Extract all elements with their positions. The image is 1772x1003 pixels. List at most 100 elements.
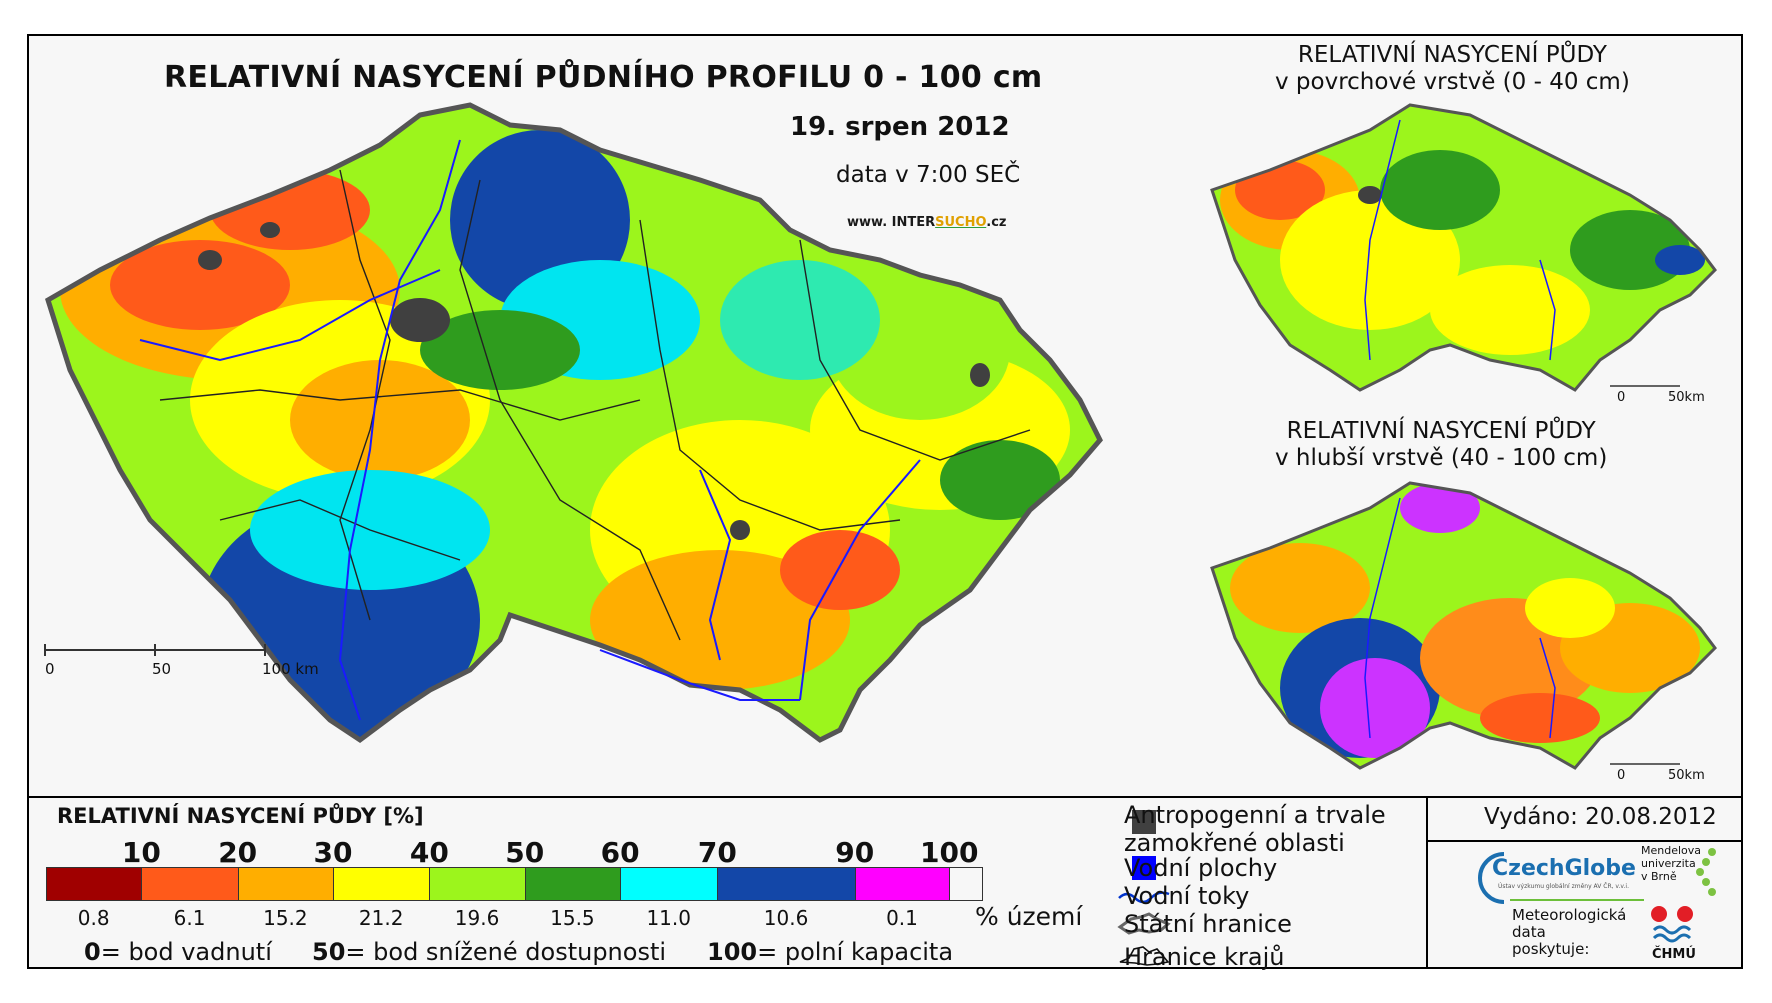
note-value: 100 <box>707 938 758 966</box>
top-inset-map <box>1210 103 1717 392</box>
top-inset-raster <box>1212 105 1715 390</box>
chmu-logo-icon <box>1651 906 1693 943</box>
note-reduced-availability: 50= bod snížené dostupnosti <box>312 938 666 966</box>
website-suffix: .cz <box>986 215 1007 230</box>
legend-title: RELATIVNÍ NASYCENÍ PŮDY [%] <box>57 804 424 828</box>
note-value: 50 <box>312 938 346 966</box>
rivers <box>139 139 921 721</box>
legend-break-label: 70 <box>697 836 737 869</box>
legend-swatch <box>334 868 431 900</box>
legend-break-label: 30 <box>313 836 353 869</box>
legend-break-label: 40 <box>409 836 449 869</box>
legend-swatch <box>718 868 856 900</box>
czechglobe-subtitle: Ústav výzkumu globální změny AV ČR, v.v.… <box>1498 883 1629 890</box>
mendel-line1: Mendelova <box>1641 844 1702 857</box>
issued-divider <box>1426 840 1743 842</box>
state-border <box>45 102 1103 744</box>
legend-percentage-label: 19.6 <box>454 906 500 930</box>
note-wilting-point: 0= bod vadnutí <box>84 938 272 966</box>
top-inset-title: RELATIVNÍ NASYCENÍ PŮDY v povrchové vrst… <box>1275 42 1630 96</box>
region-border-icon <box>1119 946 1170 966</box>
bottom-inset-title-line2: v hlubší vrstvě (40 - 100 cm) <box>1275 445 1608 471</box>
top-inset-scale-50: 50km <box>1668 390 1705 405</box>
bottom-inset-state-border <box>1210 481 1717 770</box>
anthropogenic-label: Antropogenní a trvale zamokřené oblasti <box>1124 801 1386 857</box>
soil-saturation-raster <box>48 105 1100 740</box>
water-bodies-swatch <box>1132 856 1156 880</box>
legend-swatch <box>855 868 951 900</box>
bottom-inset-map <box>1210 481 1717 770</box>
legend-percentage-label: 10.6 <box>763 906 809 930</box>
note-text: = bod vadnutí <box>100 938 272 966</box>
bottom-inset-title: RELATIVNÍ NASYCENÍ PŮDY v hlubší vrstvě … <box>1275 418 1607 472</box>
map-date: 19. srpen 2012 <box>790 112 1010 142</box>
top-inset-title-line1: RELATIVNÍ NASYCENÍ PŮDY <box>1297 42 1607 68</box>
legend-break-label: 60 <box>600 836 640 869</box>
bottom-inset-raster <box>1212 483 1715 768</box>
anthropogenic-swatch <box>1132 810 1156 834</box>
legend-break-label: 20 <box>218 836 258 869</box>
water-bodies-label: Vodní plochy <box>1124 854 1278 882</box>
page-title: RELATIVNÍ NASYCENÍ PŮDNÍHO PROFILU 0 - 1… <box>164 60 1043 95</box>
scale-label-0: 0 <box>45 660 55 678</box>
top-inset-title-line2: v povrchové vrstvě (0 - 40 cm) <box>1275 69 1630 95</box>
top-inset-scale-0: 0 <box>1617 390 1626 405</box>
legend-swatch <box>621 868 719 900</box>
bottom-inset-scale-50: 50km <box>1668 768 1705 783</box>
legend-swatch <box>238 868 335 900</box>
river-icon <box>1118 891 1170 904</box>
scale-label-100: 100 km <box>262 660 319 678</box>
legend-percentage-label: 21.2 <box>358 906 404 930</box>
state-border-icon <box>1117 912 1171 935</box>
legend-swatch <box>47 868 143 900</box>
website-prefix: www. INTER <box>847 215 936 230</box>
main-map <box>44 102 1103 744</box>
chmu-name: ČHMÚ <box>1652 947 1696 962</box>
legend-percentage-label: 6.1 <box>173 906 206 930</box>
meteo-data-text: Meteorologická data poskytuje: <box>1512 907 1626 958</box>
state-border-label: Státní hranice <box>1124 910 1292 938</box>
website-link[interactable]: www. INTERSUCHO.cz <box>847 215 1006 230</box>
legend-divider <box>27 796 1743 798</box>
czechglobe-name: CzechGlobe <box>1492 856 1636 881</box>
legend-break-label: 90 <box>835 836 875 869</box>
note-value: 0 <box>84 938 101 966</box>
mendel-line2: univerzita <box>1641 857 1696 870</box>
rivers-label: Vodní toky <box>1124 882 1250 910</box>
legend-percentage-label: 15.5 <box>550 906 595 930</box>
note-text: = polní kapacita <box>757 938 954 966</box>
note-field-capacity: 100= polní kapacita <box>707 938 953 966</box>
legend-break-label: 10 <box>121 836 161 869</box>
legend-percentage-label: 11.0 <box>646 906 691 930</box>
legend-swatch <box>525 868 622 900</box>
note-text: = bod snížené dostupnosti <box>345 938 667 966</box>
czechglobe-logo <box>1478 852 1644 904</box>
top-inset-rivers <box>1364 119 1556 361</box>
region-border-label: Hranice krajů <box>1124 943 1285 971</box>
mendel-logo-text: Mendelova univerzita v Brně <box>1641 844 1701 883</box>
anthropogenic-line1: Antropogenní a trvale <box>1124 801 1386 829</box>
mendel-logo-icon <box>1696 848 1716 896</box>
region-borders <box>159 169 1031 641</box>
mendel-line3: v Brně <box>1641 870 1677 883</box>
legend-break-label: 50 <box>505 836 545 869</box>
legend-swatch <box>430 868 526 900</box>
legend-percentage-label: 15.2 <box>263 906 308 930</box>
legend-swatch <box>142 868 239 900</box>
credits-divider <box>1426 796 1428 969</box>
legend-percentage-label: 0.1 <box>886 906 918 930</box>
legend-break-label: 100 <box>919 836 979 869</box>
website-brand: SUCHO <box>935 215 987 230</box>
issued-date: Vydáno: 20.08.2012 <box>1484 804 1717 830</box>
top-inset-state-border <box>1210 103 1717 392</box>
scale-label-50: 50 <box>152 660 172 678</box>
bottom-inset-title-line1: RELATIVNÍ NASYCENÍ PŮDY <box>1286 418 1596 444</box>
meteo-line1: Meteorologická <box>1512 906 1627 924</box>
data-time: data v 7:00 SEČ <box>836 162 1021 188</box>
meteo-line3: poskytuje: <box>1512 940 1590 958</box>
percent-unit: % území <box>975 902 1083 931</box>
legend-color-bar <box>46 867 983 901</box>
anthropogenic-line2: zamokřené oblasti <box>1124 829 1345 857</box>
bottom-inset-rivers <box>1364 497 1556 739</box>
bottom-inset-scale-0: 0 <box>1617 768 1626 783</box>
